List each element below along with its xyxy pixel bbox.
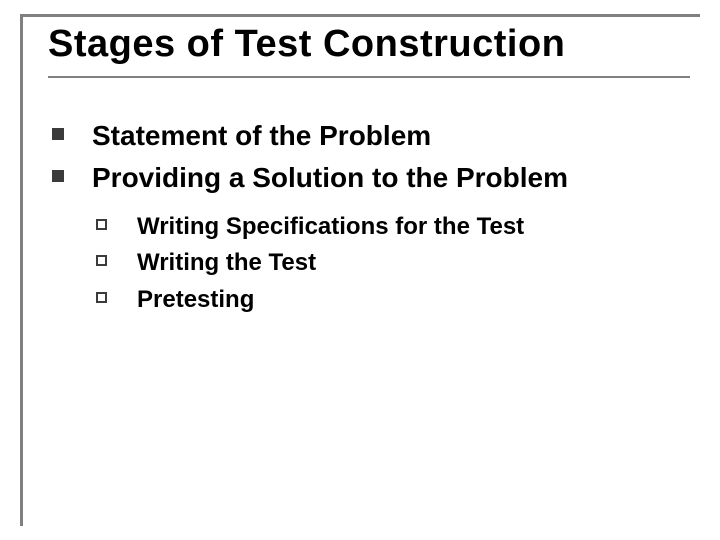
level1-text: Providing a Solution to the Problem [92, 160, 568, 196]
slide-content: Statement of the Problem Providing a Sol… [52, 118, 680, 320]
square-bullet-icon [52, 170, 64, 182]
frame-top-border [20, 14, 700, 17]
title-region: Stages of Test Construction [48, 24, 690, 78]
slide-title: Stages of Test Construction [48, 24, 690, 66]
title-underline [48, 76, 690, 78]
list-item: Statement of the Problem [52, 118, 680, 154]
sublist: Writing Specifications for the Test Writ… [96, 211, 680, 316]
list-item: Providing a Solution to the Problem [52, 160, 680, 196]
square-bullet-icon [52, 128, 64, 140]
slide: Stages of Test Construction Statement of… [0, 0, 720, 540]
level2-text: Writing the Test [137, 247, 316, 279]
list-item: Pretesting [96, 284, 680, 316]
level1-text: Statement of the Problem [92, 118, 431, 154]
hollow-square-bullet-icon [96, 292, 107, 303]
hollow-square-bullet-icon [96, 219, 107, 230]
frame-left-border [20, 14, 23, 526]
list-item: Writing Specifications for the Test [96, 211, 680, 243]
hollow-square-bullet-icon [96, 255, 107, 266]
level2-text: Pretesting [137, 284, 254, 316]
level2-text: Writing Specifications for the Test [137, 211, 524, 243]
list-item: Writing the Test [96, 247, 680, 279]
